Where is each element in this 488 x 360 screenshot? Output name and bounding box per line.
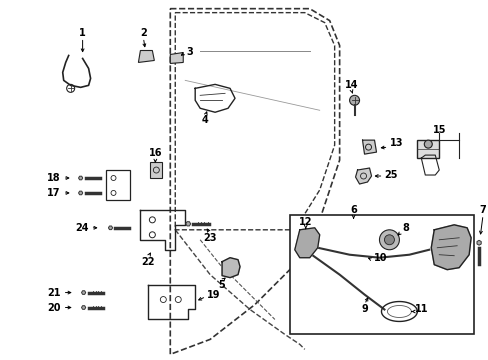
Text: 19: 19 [207,289,220,300]
Text: 5: 5 [218,280,225,289]
Text: 7: 7 [479,205,486,215]
Text: 17: 17 [47,188,61,198]
Text: 15: 15 [431,125,445,135]
Text: 20: 20 [47,302,61,312]
Text: 25: 25 [384,170,397,180]
Text: 16: 16 [148,148,162,158]
Polygon shape [170,53,183,63]
Text: 23: 23 [203,233,217,243]
Polygon shape [185,222,190,226]
Circle shape [384,235,394,245]
Text: 6: 6 [349,205,356,215]
Polygon shape [79,191,82,195]
Polygon shape [355,168,371,184]
Text: 10: 10 [373,253,386,263]
Polygon shape [430,225,470,270]
Circle shape [379,230,399,250]
Circle shape [424,140,431,148]
Text: 21: 21 [47,288,61,298]
Text: 9: 9 [361,305,367,315]
Circle shape [349,95,359,105]
Polygon shape [476,240,480,245]
Text: 4: 4 [202,115,208,125]
Text: 12: 12 [298,217,312,227]
Polygon shape [294,228,319,258]
Text: 18: 18 [47,173,61,183]
Bar [416,140,438,158]
Text: 22: 22 [142,257,155,267]
Bar [150,162,162,178]
Polygon shape [108,226,112,230]
Polygon shape [79,176,82,180]
Text: 13: 13 [388,138,402,148]
Polygon shape [362,140,376,154]
Text: 24: 24 [75,223,88,233]
Bar [289,215,473,334]
Polygon shape [81,306,85,309]
Polygon shape [138,50,154,62]
Text: 1: 1 [79,28,86,37]
Polygon shape [222,258,240,278]
Text: 3: 3 [186,48,193,58]
Text: 2: 2 [140,28,146,37]
Text: 11: 11 [414,305,428,315]
Text: 8: 8 [402,223,408,233]
Text: 14: 14 [344,80,358,90]
Polygon shape [81,291,85,294]
Bar [105,170,130,200]
